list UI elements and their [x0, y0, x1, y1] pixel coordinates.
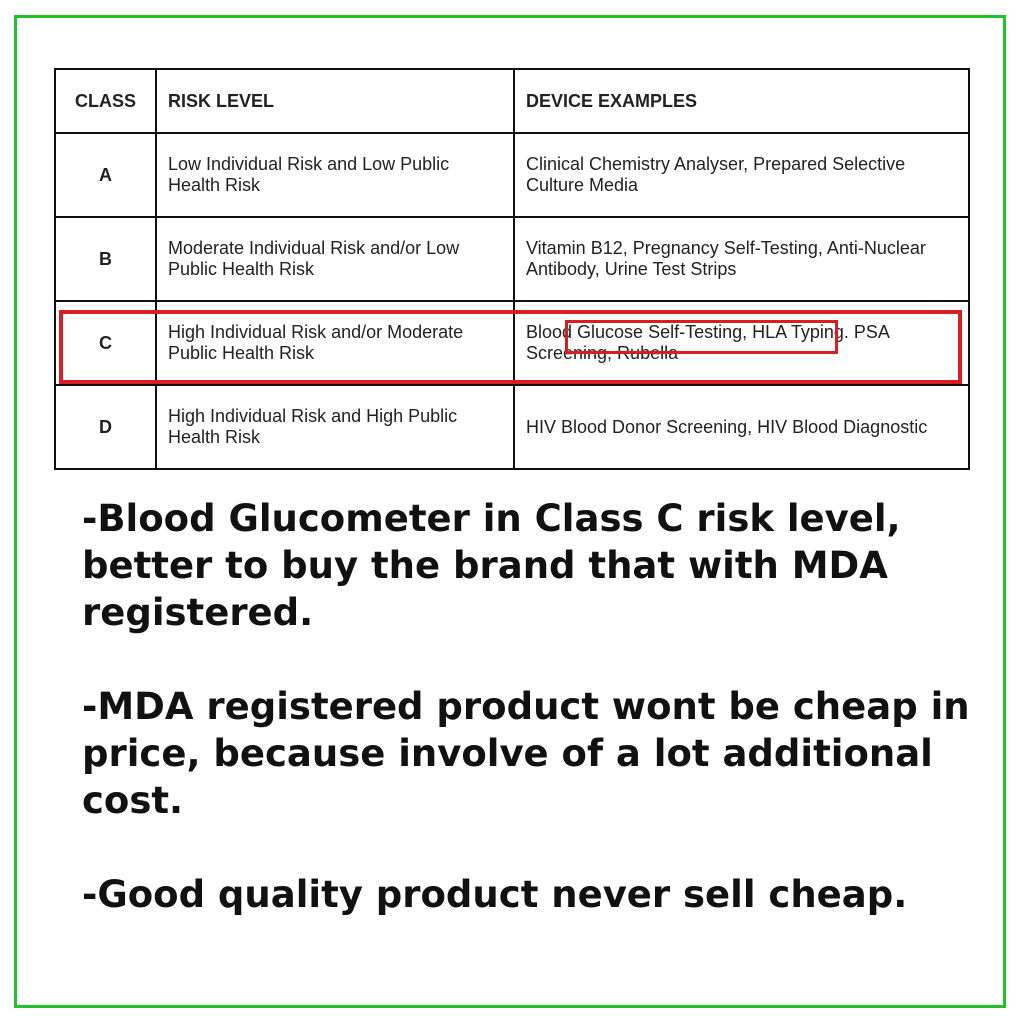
table-row: A Low Individual Risk and Low Public Hea…: [54, 132, 970, 218]
risk-cell: High Individual Risk and High Public Hea…: [155, 384, 515, 470]
class-cell: D: [54, 384, 157, 470]
risk-class-table: CLASS RISK LEVEL DEVICE EXAMPLES A Low I…: [54, 68, 970, 470]
header-device-examples: DEVICE EXAMPLES: [513, 68, 970, 134]
table-row: D High Individual Risk and High Public H…: [54, 384, 970, 470]
highlighted-device: Blood Glucose Self-Testing,: [526, 322, 748, 342]
note-1: -Blood Glucometer in Class C risk level,…: [82, 497, 901, 634]
note-2: -MDA registered product wont be cheap in…: [82, 685, 970, 822]
devices-cell: HIV Blood Donor Screening, HIV Blood Dia…: [513, 384, 970, 470]
risk-cell: Moderate Individual Risk and/or Low Publ…: [155, 216, 515, 302]
header-risk-level: RISK LEVEL: [155, 68, 515, 134]
header-class: CLASS: [54, 68, 157, 134]
devices-cell: Vitamin B12, Pregnancy Self-Testing, Ant…: [513, 216, 970, 302]
devices-cell: Clinical Chemistry Analyser, Prepared Se…: [513, 132, 970, 218]
blood-glucose-highlight-box: [565, 320, 838, 354]
class-cell: C: [54, 300, 157, 386]
note-3: -Good quality product never sell cheap.: [82, 873, 908, 916]
class-cell: A: [54, 132, 157, 218]
class-cell: B: [54, 216, 157, 302]
table-header-row: CLASS RISK LEVEL DEVICE EXAMPLES: [54, 68, 970, 134]
risk-cell: High Individual Risk and/or Moderate Pub…: [155, 300, 515, 386]
table-row: B Moderate Individual Risk and/or Low Pu…: [54, 216, 970, 302]
green-frame: [14, 15, 1006, 1008]
notes: -Blood Glucometer in Class C risk level,…: [82, 495, 982, 965]
class-c-highlight-box: [59, 310, 962, 384]
risk-cell: Low Individual Risk and Low Public Healt…: [155, 132, 515, 218]
